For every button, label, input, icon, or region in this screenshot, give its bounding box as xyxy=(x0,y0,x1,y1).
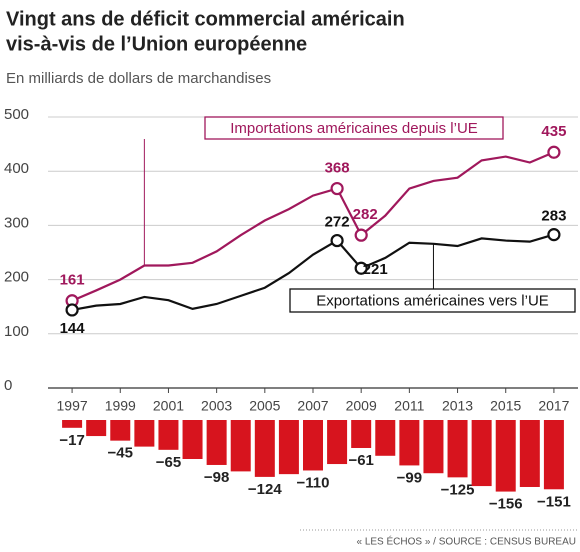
y-tick-label: 300 xyxy=(4,214,29,231)
bar xyxy=(351,420,372,448)
x-tick-label: 2005 xyxy=(249,398,280,414)
data-label: −99 xyxy=(397,469,422,486)
bar xyxy=(86,420,107,437)
x-tick-label: 2013 xyxy=(442,398,473,414)
x-tick-label: 2015 xyxy=(490,398,521,414)
bar xyxy=(206,420,227,465)
x-tick-label: 2001 xyxy=(153,398,184,414)
bar xyxy=(399,420,420,466)
bar xyxy=(495,420,516,492)
x-tick-label: 2011 xyxy=(394,398,424,414)
data-label: 221 xyxy=(363,261,388,278)
bar xyxy=(519,420,540,487)
bar xyxy=(375,420,396,456)
data-label: 282 xyxy=(353,206,378,223)
data-label: −125 xyxy=(441,481,475,498)
data-label: −17 xyxy=(59,432,84,449)
point-marker xyxy=(330,233,344,248)
y-tick-label: 0 xyxy=(4,377,12,394)
bar xyxy=(62,420,83,428)
data-label: −156 xyxy=(489,496,523,513)
bar xyxy=(471,420,492,487)
bar xyxy=(158,420,179,450)
chart-title: Vingt ans de déficit commercial américai… xyxy=(6,8,405,30)
bar xyxy=(278,420,299,475)
data-label: 368 xyxy=(325,160,350,177)
point-marker xyxy=(330,181,344,196)
data-label: −45 xyxy=(108,445,133,462)
x-tick-label: 1997 xyxy=(57,398,88,414)
chart-title: vis-à-vis de l’Union européenne xyxy=(6,33,307,55)
y-tick-label: 400 xyxy=(4,160,29,177)
bar xyxy=(230,420,251,472)
data-label: −124 xyxy=(248,481,282,498)
bar xyxy=(447,420,468,478)
y-tick-label: 200 xyxy=(4,269,29,286)
x-tick-label: 1999 xyxy=(105,398,136,414)
data-label: 283 xyxy=(541,208,566,225)
data-label: 161 xyxy=(60,272,85,289)
legend-box xyxy=(289,288,576,313)
bar xyxy=(327,420,348,465)
data-label: −65 xyxy=(156,454,181,471)
legend-box xyxy=(204,116,504,140)
bar xyxy=(423,420,444,474)
data-label: −151 xyxy=(537,493,571,510)
x-tick-label: 2003 xyxy=(201,398,232,414)
bar xyxy=(543,420,564,490)
point-marker xyxy=(547,145,561,159)
bar xyxy=(134,420,155,447)
x-tick-label: 2007 xyxy=(297,398,328,414)
legend-label: Exportations américaines vers l’UE xyxy=(316,292,549,309)
point-marker xyxy=(65,303,79,317)
bar xyxy=(110,420,131,441)
y-tick-label: 100 xyxy=(4,323,29,340)
bar xyxy=(182,420,203,459)
point-marker xyxy=(547,228,561,242)
series-line xyxy=(71,151,555,302)
y-tick-label: 500 xyxy=(4,106,29,123)
data-label: −110 xyxy=(297,474,330,491)
legend-label: Importations américaines depuis l’UE xyxy=(230,120,478,137)
data-label: −61 xyxy=(348,452,373,469)
chart-subtitle: En milliards de dollars de marchandises xyxy=(6,70,271,87)
data-label: 435 xyxy=(541,123,566,140)
data-label: −98 xyxy=(204,469,229,486)
bar xyxy=(254,420,275,477)
bar xyxy=(303,420,323,471)
point-marker xyxy=(354,228,368,242)
series-line xyxy=(71,233,555,312)
x-tick-label: 2009 xyxy=(346,398,377,414)
point-marker xyxy=(354,261,368,275)
data-label: 272 xyxy=(325,214,350,231)
data-label: 144 xyxy=(60,320,86,337)
x-tick-label: 2017 xyxy=(538,398,569,414)
source: « LES ÉCHOS » / SOURCE : CENSUS BUREAU xyxy=(356,535,576,548)
